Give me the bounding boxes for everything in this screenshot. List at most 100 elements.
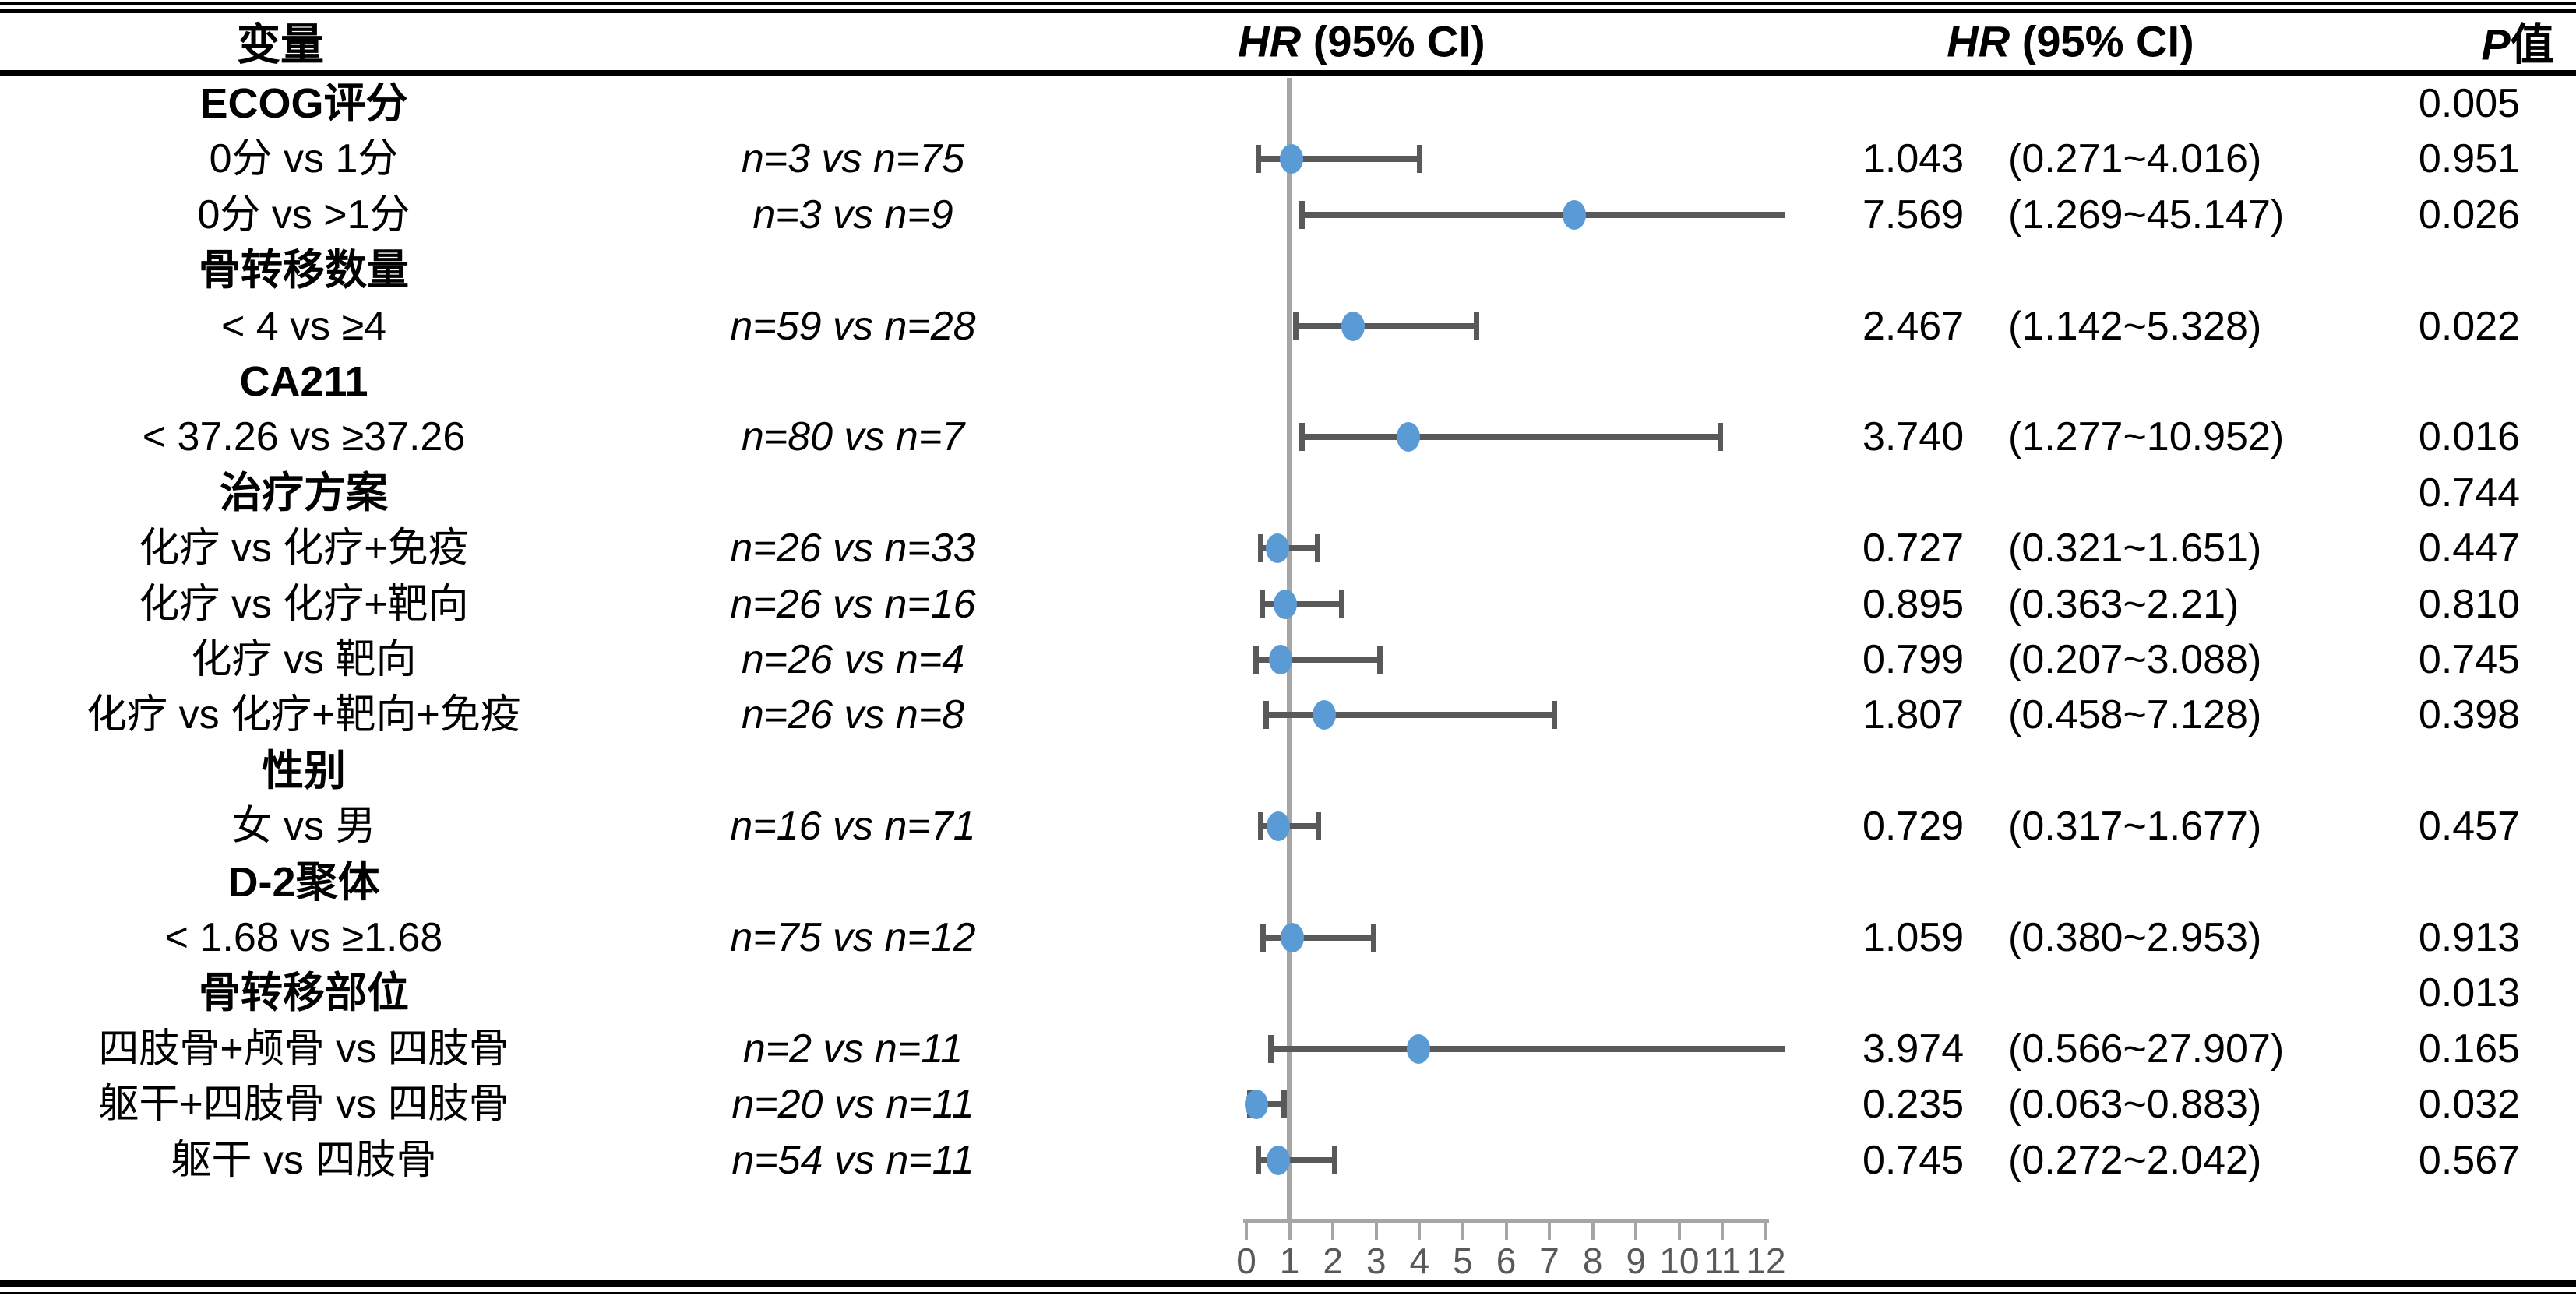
sample-size-label: n=16 vs n=71 xyxy=(730,804,976,849)
ci-cap-right xyxy=(1331,1146,1337,1174)
sample-size-label: n=26 vs n=16 xyxy=(730,582,976,627)
variable-header-label: 变量 xyxy=(237,19,324,69)
sample-size-label: n=26 vs n=4 xyxy=(741,637,965,682)
hr-point-marker xyxy=(1313,700,1337,730)
ci-value: (0.458~7.128) xyxy=(2008,692,2262,737)
x-axis-tick-label: 2 xyxy=(1323,1241,1343,1281)
variable-label: 化疗 vs 化疗+免疫 xyxy=(139,526,469,571)
hr-ci-label: (95% CI) xyxy=(1301,16,1485,66)
hr-value: 1.043 xyxy=(1862,136,1965,181)
x-axis-tick-label: 0 xyxy=(1236,1241,1256,1281)
hr-point-marker xyxy=(1279,144,1303,174)
ci-cap-right xyxy=(1338,590,1344,618)
p-value-suffix-label: 值 xyxy=(2510,19,2554,69)
x-axis-tick xyxy=(1461,1219,1464,1240)
hr-value: 3.740 xyxy=(1862,414,1965,459)
ci-cap-left xyxy=(1256,1146,1262,1174)
p-value: 0.022 xyxy=(2418,304,2521,349)
ci-value: (0.271~4.016) xyxy=(2008,136,2262,181)
x-axis-tick-label: 5 xyxy=(1453,1241,1473,1281)
ci-cap-left xyxy=(1257,534,1263,562)
ci-cap-left xyxy=(1263,701,1270,729)
hr-point-marker xyxy=(1562,200,1586,230)
hr-ci-label: (95% CI) xyxy=(2010,16,2194,66)
column-header-plot-hr-ci: HR (95% CI) xyxy=(1238,16,1485,67)
hr-value: 0.729 xyxy=(1862,804,1965,849)
ci-value: (0.380~2.953) xyxy=(2008,915,2262,960)
x-axis-tick xyxy=(1331,1219,1335,1240)
ci-whisker-line xyxy=(1301,434,1721,440)
variable-label: D-2聚体 xyxy=(227,859,380,906)
hr-italic-label: HR xyxy=(1238,16,1302,66)
hr-point-marker xyxy=(1267,1146,1291,1175)
p-value: 0.457 xyxy=(2418,804,2521,849)
hr-point-marker xyxy=(1269,645,1293,674)
sample-size-label: n=26 vs n=8 xyxy=(741,692,965,737)
table-top-border-inner xyxy=(0,9,2576,13)
variable-label: 四肢骨+颅骨 vs 四肢骨 xyxy=(98,1026,509,1072)
hr-point-marker xyxy=(1266,533,1290,563)
p-value: 0.951 xyxy=(2418,136,2521,181)
x-axis-tick-label: 11 xyxy=(1704,1241,1742,1281)
x-axis-tick-label: 1 xyxy=(1279,1241,1300,1281)
variable-label: < 4 vs ≥4 xyxy=(220,304,387,349)
variable-label: < 37.26 vs ≥37.26 xyxy=(142,414,466,459)
sample-size-label: n=59 vs n=28 xyxy=(730,304,976,349)
x-axis-tick-label: 8 xyxy=(1582,1241,1603,1281)
hr-point-marker xyxy=(1273,590,1297,619)
x-axis-tick xyxy=(1245,1219,1248,1240)
ci-cap-right xyxy=(1314,534,1320,562)
hr-value: 1.807 xyxy=(1862,692,1965,737)
ci-value: (0.272~2.042) xyxy=(2008,1138,2262,1183)
hr-point-marker xyxy=(1341,312,1366,341)
ci-value: (1.277~10.952) xyxy=(2008,414,2285,459)
x-axis-tick xyxy=(1418,1219,1422,1240)
ci-whisker-line xyxy=(1255,657,1380,663)
ci-cap-left xyxy=(1257,812,1263,840)
ci-cap-right xyxy=(1474,312,1480,340)
hr-point-marker xyxy=(1406,1034,1430,1064)
x-axis-tick-label: 12 xyxy=(1746,1241,1786,1281)
x-axis-tick xyxy=(1548,1219,1552,1240)
p-value: 0.810 xyxy=(2418,582,2521,627)
ci-value: (0.317~1.677) xyxy=(2008,804,2262,849)
ci-cap-left xyxy=(1293,312,1299,340)
ci-cap-right xyxy=(1316,812,1322,840)
sample-size-label: n=3 vs n=9 xyxy=(752,192,953,238)
sample-size-label: n=26 vs n=33 xyxy=(730,526,976,571)
x-axis-tick xyxy=(1504,1219,1508,1240)
hr-value: 7.569 xyxy=(1862,192,1965,238)
ci-value: (1.269~45.147) xyxy=(2008,192,2285,238)
x-axis-tick xyxy=(1721,1219,1725,1240)
ci-whisker-line xyxy=(1301,212,1785,218)
column-header-p-value: P值 xyxy=(2481,10,2553,73)
x-axis-tick xyxy=(1634,1219,1638,1240)
ci-value: (0.207~3.088) xyxy=(2008,637,2262,682)
sample-size-label: n=2 vs n=11 xyxy=(742,1026,964,1072)
ci-cap-left xyxy=(1268,1035,1274,1063)
x-axis-tick-label: 4 xyxy=(1409,1241,1430,1281)
sample-size-label: n=3 vs n=75 xyxy=(741,136,965,181)
ci-whisker-line xyxy=(1270,1046,1785,1052)
variable-label: CA211 xyxy=(239,358,368,405)
ci-whisker-line xyxy=(1262,601,1342,607)
table-bottom-border-outer xyxy=(0,1280,2576,1287)
p-value: 0.013 xyxy=(2418,970,2521,1016)
sample-size-label: n=54 vs n=11 xyxy=(731,1138,974,1183)
sample-size-label: n=75 vs n=12 xyxy=(730,915,976,960)
ci-cap-left xyxy=(1260,924,1267,952)
variable-label: 治疗方案 xyxy=(220,470,388,516)
table-top-border-outer xyxy=(0,2,2576,5)
hr-value: 0.745 xyxy=(1862,1138,1965,1183)
variable-label: 骨转移部位 xyxy=(199,970,409,1016)
variable-label: < 1.68 vs ≥1.68 xyxy=(164,915,443,960)
ci-cap-left xyxy=(1299,201,1305,229)
p-value: 0.745 xyxy=(2418,637,2521,682)
hr-value: 3.974 xyxy=(1862,1026,1965,1072)
p-value: 0.032 xyxy=(2418,1082,2521,1127)
hr-italic-label: HR xyxy=(1947,16,2010,66)
column-header-hr-ci-values: HR (95% CI) xyxy=(1947,16,2194,67)
hr-point-marker xyxy=(1245,1090,1269,1119)
variable-label: 躯干+四肢骨 vs 四肢骨 xyxy=(98,1082,509,1127)
hr-value: 0.235 xyxy=(1862,1082,1965,1127)
